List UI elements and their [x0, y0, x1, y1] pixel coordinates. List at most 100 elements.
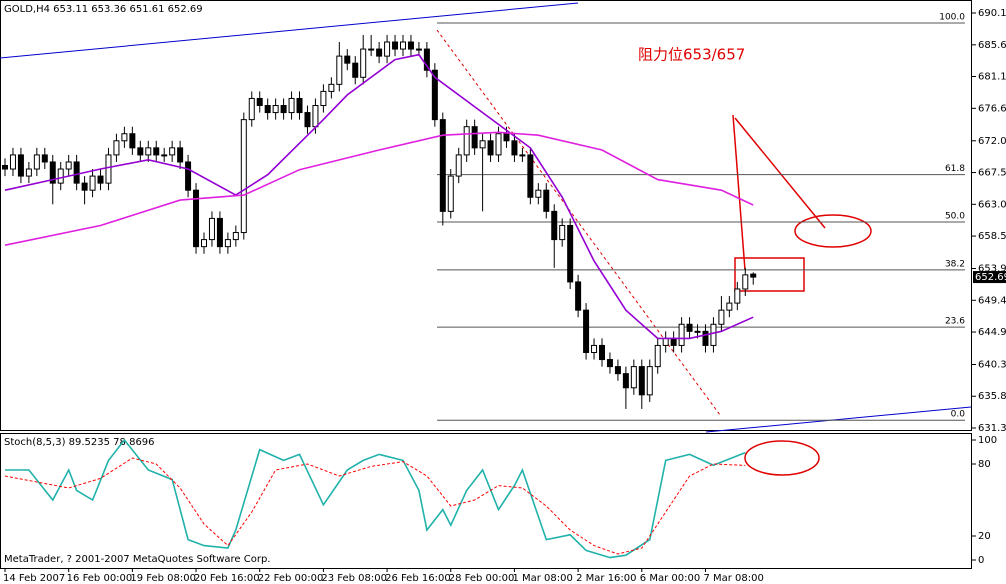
current-price: 652.69 — [975, 272, 1006, 283]
line-series — [4, 53, 754, 340]
candle-body — [471, 126, 478, 149]
candle-body — [161, 154, 168, 157]
candle-body — [591, 344, 598, 353]
candle-body — [646, 366, 653, 396]
y-tick-label: 658.50 — [978, 231, 1006, 242]
candle-body — [670, 337, 677, 346]
y-tick-label: 100 — [978, 435, 997, 446]
candle-body — [527, 154, 534, 198]
candle-body — [654, 344, 661, 368]
candle-body — [177, 147, 184, 163]
y-tick-label: 631.30 — [978, 423, 1006, 434]
candle-body — [463, 126, 470, 156]
candle-body — [89, 175, 96, 191]
y-tick-label: 672.00 — [978, 136, 1006, 147]
candle-body — [57, 168, 64, 184]
candle-body — [137, 147, 144, 156]
candle-body — [447, 175, 454, 212]
fib-label: 50.0 — [945, 211, 965, 221]
trend-line — [705, 406, 972, 433]
candle-body — [105, 154, 112, 184]
candle-body — [2, 164, 8, 170]
candle-body — [511, 140, 518, 156]
candle-body — [662, 337, 669, 346]
candle-body — [81, 182, 88, 191]
red-rectangle — [734, 257, 805, 292]
trend-line — [0, 2, 579, 59]
x-tick-label: 26 Feb 16:00 — [385, 573, 451, 584]
candle-body — [495, 133, 502, 156]
y-tick-label: 649.40 — [978, 295, 1006, 306]
line-series — [4, 457, 746, 555]
candle-body — [487, 140, 494, 156]
candle-body — [216, 217, 223, 248]
candle-body — [232, 232, 239, 241]
candle-body — [240, 119, 247, 234]
candle-body — [153, 147, 160, 156]
y-tick-label: 663.00 — [978, 199, 1006, 210]
candle-body — [376, 48, 383, 57]
candle-body — [129, 133, 136, 149]
candle-body — [606, 359, 613, 368]
y-tick-label: 644.90 — [978, 327, 1006, 338]
candle-body — [559, 224, 566, 241]
candle-body — [328, 83, 335, 92]
candle-body — [678, 323, 685, 346]
candle-body — [543, 189, 550, 212]
candle-body — [113, 140, 120, 156]
candle-body — [535, 189, 542, 198]
candle-body — [49, 161, 56, 184]
y-tick-label: 685.60 — [978, 40, 1006, 51]
line-series — [4, 131, 754, 246]
stoch-panel — [0, 433, 972, 569]
red-line — [734, 117, 826, 229]
main-panel — [0, 0, 972, 431]
candle-body — [519, 154, 526, 157]
candle-body — [201, 239, 207, 248]
candle-body — [121, 133, 128, 142]
chart-title: GOLD,H4 653.11 653.36 651.61 652.69 — [4, 4, 203, 15]
candle-body — [312, 105, 319, 128]
candle-body — [145, 147, 152, 156]
candle-body — [400, 41, 406, 50]
y-tick-label: 681.11 — [978, 72, 1006, 83]
candle-body — [296, 97, 303, 114]
candle-body — [583, 309, 590, 353]
candle-body — [392, 41, 399, 50]
candle-body — [710, 323, 717, 346]
candle-body — [734, 288, 741, 304]
red-ellipse — [794, 214, 872, 248]
candle-body — [9, 154, 16, 170]
price-box — [973, 271, 1006, 284]
candle-body — [304, 112, 311, 128]
candle-body — [431, 69, 438, 121]
line-series — [5, 438, 746, 559]
fib-label: 100.0 — [939, 12, 965, 22]
candle-body — [368, 48, 375, 51]
candle-body — [407, 41, 414, 50]
stoch-title: Stoch(8,5,3) 89.5235 78.8696 — [4, 437, 155, 448]
candle-body — [718, 309, 725, 325]
candle-body — [423, 48, 430, 71]
x-tick-label: 14 Feb 2007 — [3, 573, 65, 584]
candle-body — [630, 366, 637, 389]
candle-body — [742, 274, 749, 290]
candle-body — [567, 224, 574, 283]
candle-body — [384, 41, 391, 57]
red-line — [732, 114, 746, 271]
y-tick-label: 690.11 — [978, 8, 1006, 19]
y-tick-label: 635.80 — [978, 391, 1006, 402]
y-tick-label: 0 — [978, 555, 984, 566]
candle-body — [614, 366, 621, 375]
candle-body — [750, 273, 757, 278]
candle-body — [272, 105, 279, 114]
x-tick-label: 20 Feb 16:00 — [194, 573, 260, 584]
candle-body — [352, 62, 359, 78]
candle-body — [599, 344, 605, 361]
candle-body — [264, 105, 271, 114]
annotation: 阻力位653/657 — [638, 46, 745, 64]
candle-body — [208, 217, 215, 241]
candle-body — [415, 48, 422, 51]
candle-body — [25, 168, 32, 177]
